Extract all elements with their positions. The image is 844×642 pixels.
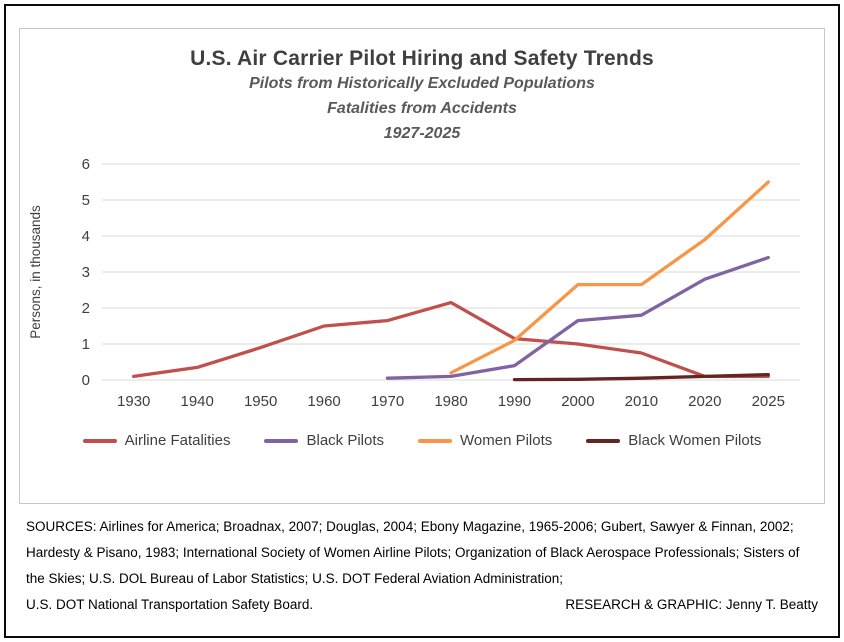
y-tick-label-3: 3 bbox=[82, 264, 90, 281]
chart-legend: Airline Fatalities Black Pilots Women Pilo… bbox=[82, 432, 761, 449]
x-tick-label-1990: 1990 bbox=[498, 393, 531, 410]
chart-subtitle-line2: Fatalities from Accidents bbox=[327, 100, 517, 117]
x-tick-label-2000: 2000 bbox=[561, 393, 594, 410]
x-tick-label-2020: 2020 bbox=[688, 393, 721, 410]
legend-label-women-pilots: Women Pilots bbox=[460, 432, 553, 449]
series-line-black-pilots bbox=[385, 255, 770, 380]
x-tick-label-1960: 1960 bbox=[307, 393, 340, 410]
credit-text: RESEARCH & GRAPHIC: Jenny T. Beatty bbox=[565, 597, 818, 612]
x-tick-label-1940: 1940 bbox=[180, 393, 213, 410]
x-tick-label-2010: 2010 bbox=[625, 393, 658, 410]
line-chart-plot: 0 1 2 3 4 5 6 1930 1940 1950 1960 1970 1980 1990 2000 2… bbox=[28, 158, 800, 410]
footer-last-line: U.S. DOT National Transportation Safety … bbox=[26, 592, 818, 618]
y-tick-label-2: 2 bbox=[82, 300, 90, 317]
legend-label-airline-fatalities: Airline Fatalities bbox=[124, 432, 231, 449]
legend-item-airline-fatalities: Airline Fatalities bbox=[82, 432, 231, 449]
x-tick-label-2025: 2025 bbox=[752, 393, 785, 410]
y-tick-label-4: 4 bbox=[82, 228, 90, 245]
chart-frame: U.S. Air Carrier Pilot Hiring and Safety… bbox=[19, 28, 825, 504]
x-tick-label-1980: 1980 bbox=[434, 393, 467, 410]
sources-text: SOURCES: Airlines for America; Broadnax,… bbox=[26, 519, 800, 586]
y-axis-title: Persons, in thousands bbox=[28, 205, 43, 339]
sources-block: SOURCES: Airlines for America; Broadnax,… bbox=[26, 514, 818, 618]
y-tick-label-1: 1 bbox=[82, 336, 90, 353]
legend-item-black-pilots: Black Pilots bbox=[264, 432, 384, 449]
chart-title: U.S. Air Carrier Pilot Hiring and Safety… bbox=[190, 47, 654, 70]
legend-swatch-women-pilots bbox=[418, 438, 453, 443]
legend-label-black-pilots: Black Pilots bbox=[306, 432, 385, 449]
series-line-black-women-pilots bbox=[512, 372, 770, 382]
series-line-airline-fatalities bbox=[132, 300, 770, 379]
y-tick-label-0: 0 bbox=[82, 372, 90, 389]
x-tick-label-1930: 1930 bbox=[117, 393, 150, 410]
legend-item-women-pilots: Women Pilots bbox=[418, 432, 552, 449]
y-tick-label-6: 6 bbox=[82, 158, 90, 173]
series-line-women-pilots bbox=[449, 180, 770, 375]
sources-last-line: U.S. DOT National Transportation Safety … bbox=[26, 597, 314, 612]
x-tick-label-1950: 1950 bbox=[244, 393, 277, 410]
chart-subtitle-line1: Pilots from Historically Excluded Popula… bbox=[249, 75, 595, 92]
legend-swatch-black-pilots bbox=[264, 438, 299, 443]
legend-label-black-women-pilots: Black Women Pilots bbox=[628, 432, 762, 449]
chart-subtitle-line3: 1927-2025 bbox=[383, 125, 461, 142]
legend-swatch-black-women-pilots bbox=[586, 438, 621, 443]
legend-item-black-women-pilots: Black Women Pilots bbox=[586, 432, 761, 449]
y-tick-label-5: 5 bbox=[82, 192, 90, 209]
x-tick-label-1970: 1970 bbox=[371, 393, 404, 410]
legend-swatch-airline-fatalities bbox=[82, 438, 117, 443]
outer-frame: U.S. Air Carrier Pilot Hiring and Safety… bbox=[4, 4, 840, 638]
